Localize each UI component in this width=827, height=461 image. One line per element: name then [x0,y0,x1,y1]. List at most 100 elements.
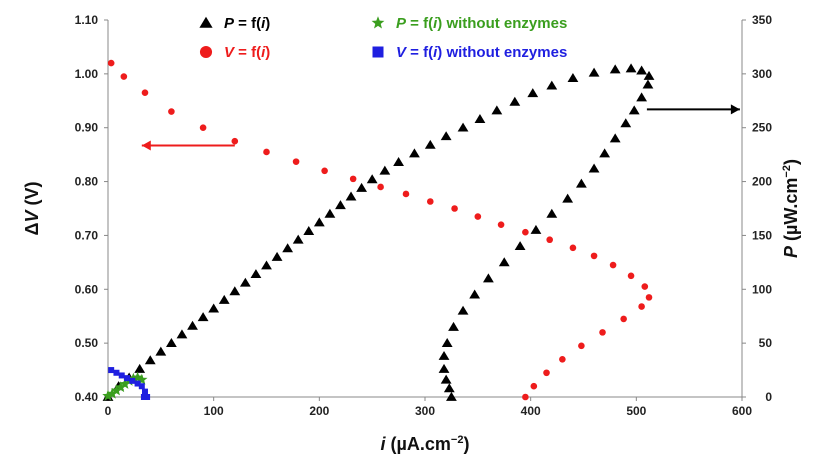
point-p_no_enz [114,381,127,393]
point-v_no_enz [124,375,131,382]
series-v_no_enz [108,367,151,400]
x-tick-label: 400 [521,404,541,418]
point-v_no_enz [118,372,125,379]
left-y-tick-label: 0.60 [75,282,99,296]
axis-title-part: −2 [451,434,464,446]
legend-marker-p_no_enz [371,16,385,29]
point-p [588,67,600,77]
point-v_no_enz [144,394,151,400]
point-v [474,213,482,220]
axis-title-part: i [381,434,387,454]
point-v [349,175,357,183]
point-p [588,163,600,173]
legend-label-part: i [433,15,438,32]
point-p [366,174,378,184]
legend-label-part: V [396,44,408,61]
point-v_no_enz [141,388,148,395]
legend-label-p_no_enz: P = f(i) without enzymes [396,15,567,32]
left-y-tick-label: 0.70 [75,228,99,242]
point-v [627,272,635,280]
point-p [176,329,188,339]
point-p_no_enz [110,384,123,396]
axis-title-part: (µA.cm [386,434,451,454]
point-v [263,148,270,156]
legend-label-part: = f( [406,44,433,61]
right-y-tick-label: 50 [759,336,773,350]
point-v [377,183,384,191]
point-p [155,346,167,356]
point-v [402,190,410,198]
point-v [546,236,553,244]
arrow-head-right [730,104,740,115]
point-p_no_enz [106,387,118,399]
point-p [514,241,526,251]
axis-title-part: ) [463,434,469,454]
point-p [440,131,452,141]
point-v [141,89,149,97]
legend-label-part: i [261,44,266,61]
point-p [229,286,241,296]
legend-label-part: = f( [234,15,261,32]
legend: P = f(i)V = f(i)P = f(i) without enzymes… [199,15,567,61]
point-p [440,374,452,384]
point-p [469,289,481,299]
point-p [567,73,579,83]
point-p [474,113,486,123]
point-p [424,139,436,149]
x-tick-label: 100 [204,404,224,418]
point-v [522,228,529,236]
left-y-tick-label: 1.10 [75,13,99,27]
point-p [483,273,494,283]
point-v [645,294,653,301]
point-p [438,350,450,360]
point-v [641,283,649,290]
axis-title-part: (µW.cm [781,178,801,246]
point-p [324,208,336,218]
point-p [620,118,632,128]
data-series [102,59,655,401]
point-v_no_enz [134,380,141,387]
point-v [620,315,627,323]
point-v [559,356,566,363]
legend-label-v_no_enz: V = f(i) without enzymes [396,44,567,61]
point-p_no_enz [119,378,131,389]
point-p [642,79,654,89]
right-y-tick-label: 150 [752,228,772,242]
point-p [292,234,304,244]
axis-title-part: Δ [22,222,42,235]
point-p [575,178,587,188]
axis-titles: i (µA.cm−2)ΔV (V)P (µW.cm−2) [22,159,801,454]
arrow-head-left [141,140,151,151]
point-p [446,391,457,401]
point-p [636,65,648,75]
point-v [522,393,529,401]
legend-label-part: ) without enzymes [437,44,567,61]
point-p [438,363,450,373]
point-p [599,148,611,158]
axis-title-part: P [781,245,801,258]
point-v [451,205,458,212]
point-v [599,329,606,336]
point-p [271,251,283,261]
point-p [409,148,420,158]
point-v [426,198,434,205]
point-p [379,165,391,175]
point-p [498,257,510,267]
point-p [282,243,294,253]
legend-label-p: P = f(i) [224,15,270,32]
point-p [448,321,459,331]
point-p [628,105,640,115]
legend-marker-v_no_enz [372,46,384,58]
point-v_no_enz [138,383,145,390]
point-p [491,105,503,115]
axis-title-part: (V) [22,182,42,211]
legend-label-part: P [396,15,407,32]
right-y-tick-label: 100 [752,282,772,296]
point-p [625,63,637,73]
point-p [335,200,346,210]
point-p [530,224,542,234]
point-p [261,260,272,270]
right-y-tick-label: 300 [752,67,772,81]
point-p [239,277,251,287]
